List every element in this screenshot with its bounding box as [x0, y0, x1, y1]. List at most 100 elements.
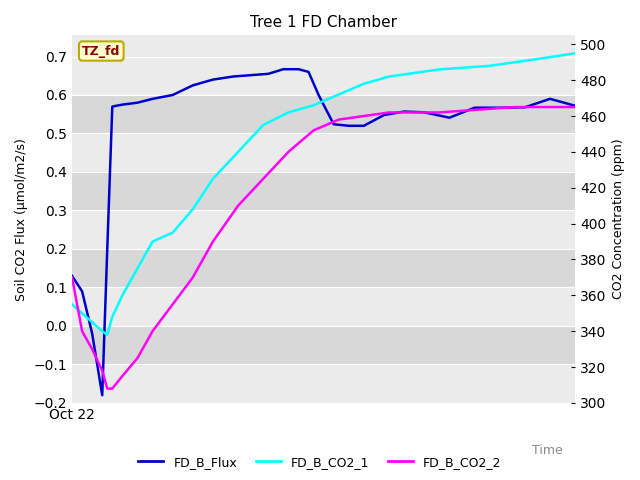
FD_B_CO2_2 [148, 328, 156, 334]
Y-axis label: CO2 Concentration (ppm): CO2 Concentration (ppm) [612, 139, 625, 300]
FD_B_CO2_1 [435, 67, 443, 72]
FD_B_CO2_2 [410, 109, 418, 115]
FD_B_Flux [229, 73, 237, 79]
FD_B_CO2_1 [118, 292, 126, 298]
FD_B_CO2_1 [511, 60, 518, 65]
Title: Tree 1 FD Chamber: Tree 1 FD Chamber [250, 15, 397, 30]
FD_B_CO2_2 [134, 355, 141, 361]
FD_B_CO2_1 [310, 102, 317, 108]
Bar [72, 326, 575, 364]
FD_B_CO2_2 [104, 386, 111, 392]
FD_B_Flux [280, 66, 287, 72]
FD_B_Flux [250, 72, 257, 78]
FD_B_CO2_1 [385, 74, 393, 80]
FD_B_CO2_1 [99, 328, 106, 334]
FD_B_CO2_2 [259, 176, 267, 181]
FD_B_CO2_1 [285, 109, 292, 115]
FD_B_CO2_2 [536, 104, 544, 110]
Line: FD_B_CO2_2: FD_B_CO2_2 [72, 107, 575, 389]
FD_B_Flux [189, 83, 196, 88]
Bar [72, 249, 575, 288]
FD_B_Flux [134, 100, 141, 106]
FD_B_Flux [294, 66, 302, 72]
FD_B_Flux [546, 96, 554, 102]
FD_B_CO2_2 [189, 275, 196, 280]
Text: Time: Time [532, 444, 563, 456]
Bar [72, 57, 575, 95]
FD_B_Flux [345, 123, 353, 129]
Line: FD_B_CO2_1: FD_B_CO2_1 [72, 53, 575, 335]
FD_B_Flux [445, 115, 453, 120]
FD_B_CO2_2 [285, 149, 292, 155]
FD_B_CO2_2 [310, 128, 317, 133]
FD_B_CO2_2 [335, 117, 342, 122]
FD_B_Flux [305, 69, 312, 75]
FD_B_CO2_1 [108, 314, 116, 320]
FD_B_CO2_2 [486, 106, 493, 112]
FD_B_CO2_1 [486, 63, 493, 69]
FD_B_Flux [68, 273, 76, 279]
Bar [72, 133, 575, 172]
FD_B_CO2_2 [461, 108, 468, 114]
FD_B_CO2_1 [335, 92, 342, 97]
FD_B_Flux [88, 331, 96, 336]
FD_B_Flux [78, 288, 86, 294]
FD_B_CO2_2 [234, 203, 242, 209]
FD_B_CO2_1 [234, 149, 242, 155]
FD_B_Flux [315, 92, 323, 98]
Y-axis label: Soil CO2 Flux (μmol/m2/s): Soil CO2 Flux (μmol/m2/s) [15, 138, 28, 300]
Text: TZ_fd: TZ_fd [82, 45, 120, 58]
Legend: FD_B_Flux, FD_B_CO2_1, FD_B_CO2_2: FD_B_Flux, FD_B_CO2_1, FD_B_CO2_2 [133, 451, 507, 474]
FD_B_Flux [99, 392, 106, 398]
Bar [72, 364, 575, 403]
FD_B_Flux [360, 123, 368, 129]
FD_B_Flux [572, 103, 579, 108]
FD_B_CO2_1 [148, 239, 156, 244]
FD_B_CO2_1 [410, 70, 418, 76]
FD_B_CO2_1 [360, 81, 368, 86]
FD_B_CO2_2 [511, 104, 518, 110]
FD_B_Flux [148, 96, 156, 102]
FD_B_Flux [471, 105, 479, 110]
FD_B_CO2_2 [118, 373, 126, 379]
Bar [72, 288, 575, 326]
FD_B_CO2_1 [104, 332, 111, 337]
FD_B_CO2_2 [88, 346, 96, 352]
FD_B_Flux [380, 112, 388, 118]
FD_B_CO2_1 [461, 65, 468, 71]
FD_B_Flux [169, 92, 177, 98]
FD_B_Flux [104, 246, 111, 252]
FD_B_CO2_1 [209, 176, 217, 181]
Line: FD_B_Flux: FD_B_Flux [72, 69, 575, 395]
FD_B_Flux [420, 109, 428, 115]
FD_B_Flux [521, 105, 529, 110]
FD_B_CO2_1 [68, 301, 76, 307]
Bar [72, 172, 575, 210]
FD_B_CO2_1 [572, 50, 579, 56]
FD_B_Flux [264, 71, 272, 77]
FD_B_CO2_2 [435, 109, 443, 115]
FD_B_CO2_2 [360, 113, 368, 119]
FD_B_Flux [496, 105, 504, 110]
FD_B_Flux [209, 77, 217, 83]
FD_B_CO2_2 [209, 239, 217, 244]
FD_B_CO2_2 [78, 328, 86, 334]
FD_B_CO2_1 [88, 319, 96, 325]
FD_B_CO2_2 [572, 104, 579, 110]
FD_B_CO2_2 [169, 301, 177, 307]
FD_B_CO2_1 [259, 122, 267, 128]
FD_B_Flux [330, 121, 337, 127]
FD_B_CO2_2 [68, 275, 76, 280]
FD_B_Flux [118, 102, 126, 108]
Bar [72, 210, 575, 249]
FD_B_Flux [108, 104, 116, 109]
Bar [72, 95, 575, 133]
FD_B_CO2_2 [385, 109, 393, 115]
FD_B_Flux [400, 108, 408, 114]
FD_B_CO2_1 [134, 265, 141, 271]
FD_B_CO2_2 [108, 386, 116, 392]
FD_B_CO2_2 [99, 368, 106, 373]
FD_B_CO2_1 [78, 311, 86, 316]
FD_B_CO2_1 [169, 230, 177, 236]
FD_B_CO2_1 [536, 56, 544, 61]
